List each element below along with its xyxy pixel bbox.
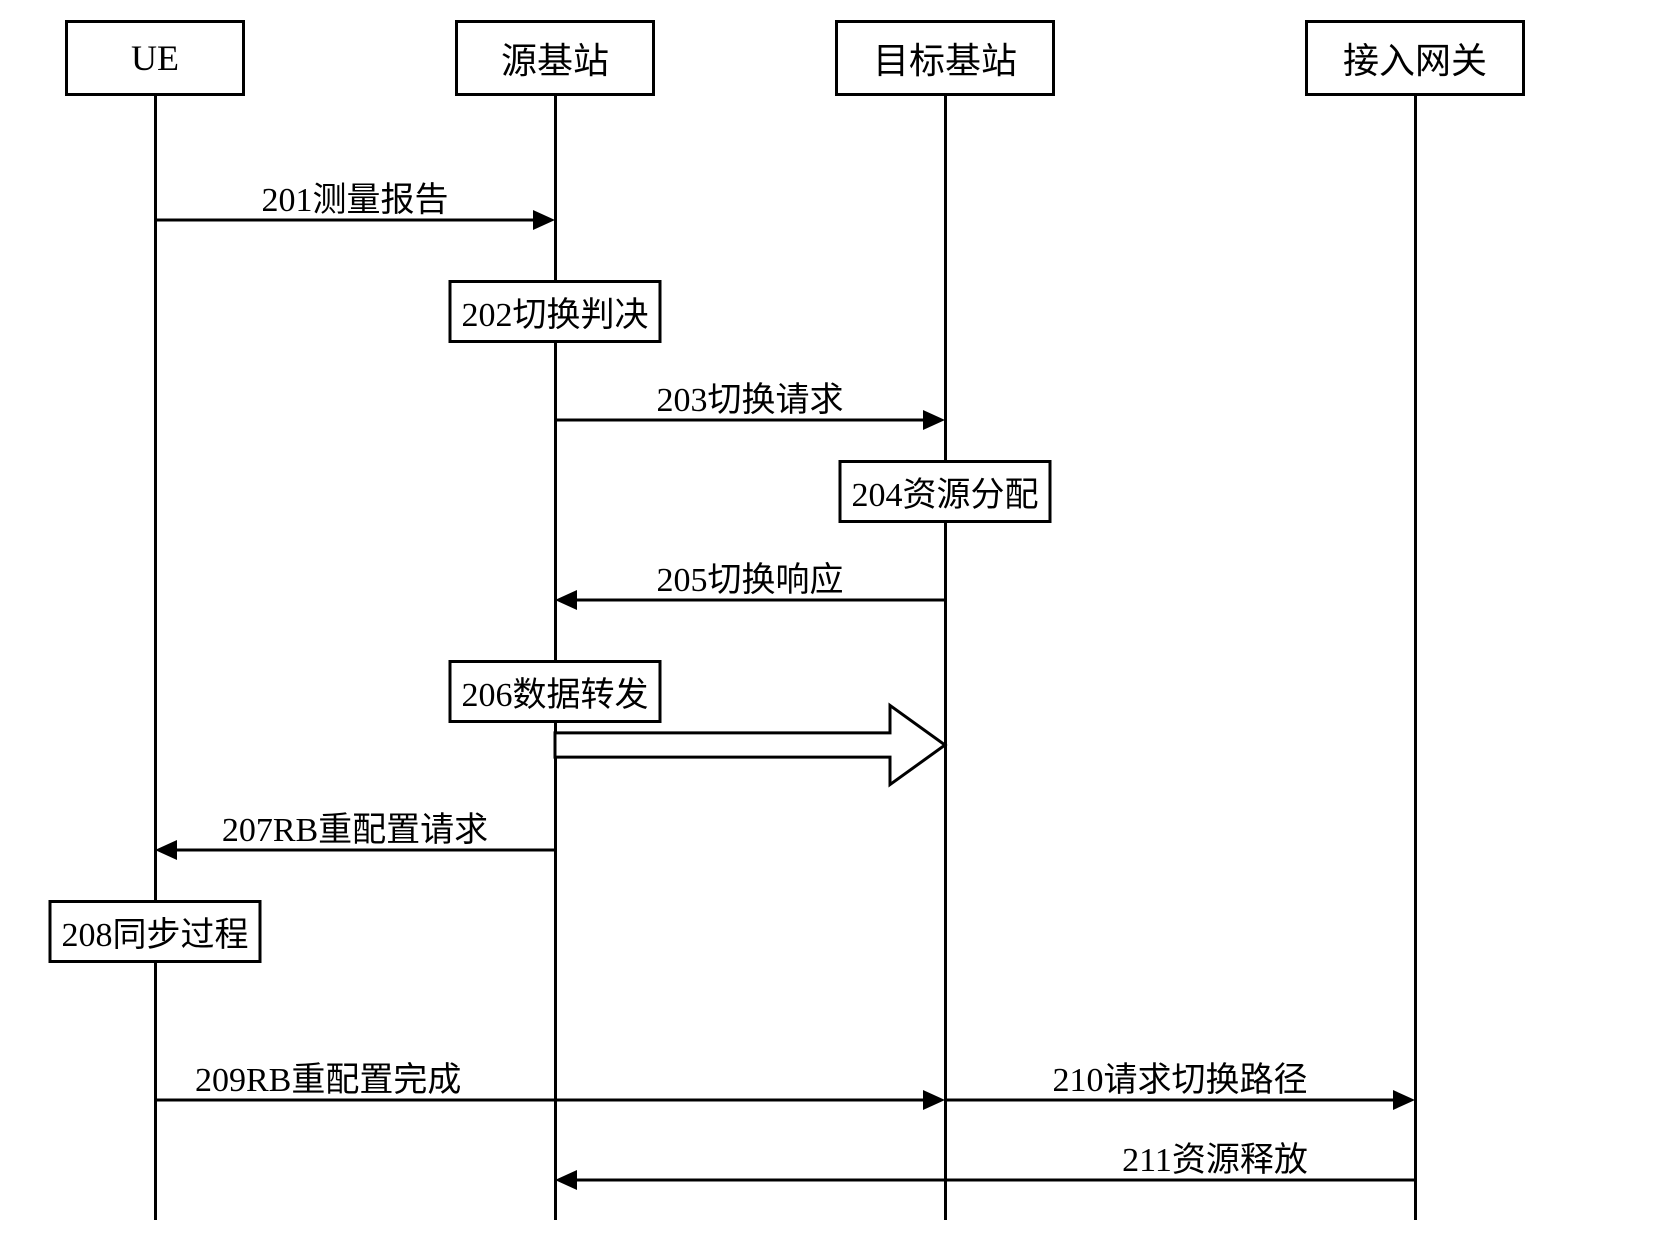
participant-label: 源基站 bbox=[501, 32, 609, 84]
message-label-m203: 203切换请求 bbox=[657, 372, 844, 421]
message-label-m210: 210请求切换路径 bbox=[1053, 1052, 1308, 1101]
lifeline-ue bbox=[154, 96, 157, 1220]
message-label-m205: 205切换响应 bbox=[657, 552, 844, 601]
participant-label: 目标基站 bbox=[873, 32, 1017, 84]
participant-head-gw: 接入网关 bbox=[1305, 20, 1525, 96]
process-box-p202: 202切换判决 bbox=[449, 280, 662, 343]
message-label-m201: 201测量报告 bbox=[262, 172, 449, 221]
participant-label: UE bbox=[131, 37, 179, 79]
message-label-m207: 207RB重配置请求 bbox=[222, 802, 488, 851]
participant-head-tgt: 目标基站 bbox=[835, 20, 1055, 96]
participant-head-src: 源基站 bbox=[455, 20, 655, 96]
lifeline-gw bbox=[1414, 96, 1417, 1220]
lifeline-src bbox=[554, 96, 557, 1220]
message-label-m211: 211资源释放 bbox=[1122, 1132, 1308, 1181]
process-box-p204: 204资源分配 bbox=[839, 460, 1052, 523]
lifeline-tgt bbox=[944, 96, 947, 1220]
message-label-m209: 209RB重配置完成 bbox=[195, 1052, 461, 1101]
process-box-p206: 206数据转发 bbox=[449, 660, 662, 723]
process-box-p208: 208同步过程 bbox=[49, 900, 262, 963]
sequence-diagram: UE 源基站 目标基站 接入网关 201测量报告 203切换请求 205切换响应 207RB重… bbox=[0, 0, 1666, 1259]
participant-head-ue: UE bbox=[65, 20, 245, 96]
participant-label: 接入网关 bbox=[1343, 32, 1487, 84]
